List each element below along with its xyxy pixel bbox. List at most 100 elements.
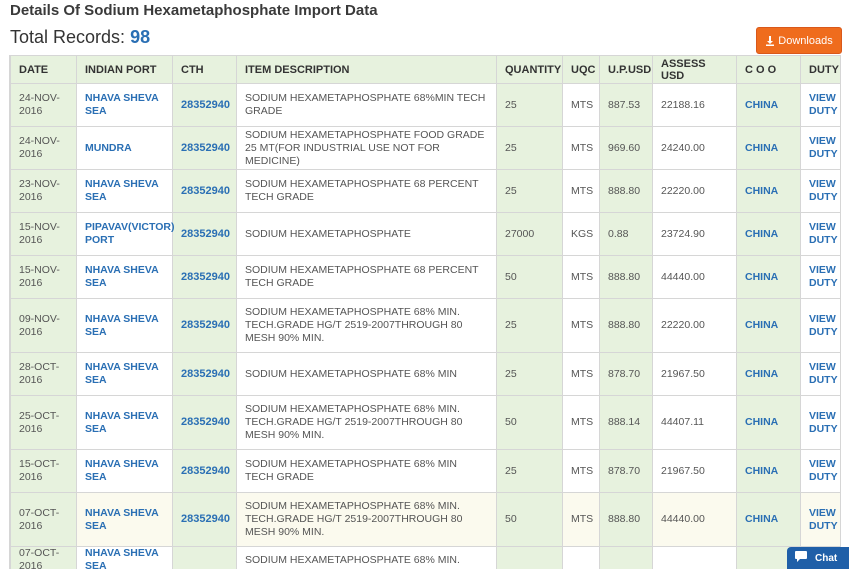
port-link[interactable]: NHAVA SHEVA SEA xyxy=(76,395,173,450)
port-link[interactable]: NHAVA SHEVA SEA xyxy=(76,298,173,353)
table-row: 24-NOV-2016 MUNDRA 28352940 SODIUM HEXAMETA… xyxy=(10,126,840,170)
cth-link[interactable]: 28352940 xyxy=(172,126,237,170)
unit-price-cell: 878.70 xyxy=(599,449,653,493)
column-header: C O O xyxy=(736,55,801,84)
unit-price-cell: 887.53 xyxy=(599,83,653,127)
import-data-table: DATE INDIAN PORT CTH ITEM DESCRIPTION QUANTI… xyxy=(10,55,840,569)
uqc-cell: MTS xyxy=(562,352,600,396)
view-duty-link[interactable]: VIEW DUTY xyxy=(800,492,840,547)
port-link[interactable]: NHAVA SHEVA SEA xyxy=(76,169,173,213)
table-row: 07-OCT-2016 NHAVA SHEVA SEA SODIUM HEXAMET… xyxy=(10,546,840,569)
assess-usd-cell: 21967.50 xyxy=(652,449,737,493)
port-link[interactable]: NHAVA SHEVA SEA xyxy=(76,352,173,396)
view-duty-link[interactable]: VIEW DUTY xyxy=(800,169,840,213)
column-header: ASSESS USD xyxy=(652,55,737,84)
item-description-cell: SODIUM HEXAMETAPHOSPHATE 68% MIN xyxy=(236,352,497,396)
port-link[interactable]: NHAVA SHEVA SEA xyxy=(76,449,173,493)
view-duty-link[interactable]: VIEW DUTY xyxy=(800,449,840,493)
coo-link[interactable]: CHINA xyxy=(736,298,801,353)
cth-link[interactable]: 28352940 xyxy=(172,395,237,450)
table-row: 28-OCT-2016 NHAVA SHEVA SEA 28352940 SODIUM… xyxy=(10,352,840,396)
uqc-cell xyxy=(562,546,600,569)
unit-price-cell: 878.70 xyxy=(599,352,653,396)
view-duty-link[interactable]: VIEW DUTY xyxy=(800,83,840,127)
port-link[interactable]: NHAVA SHEVA SEA xyxy=(76,255,173,299)
port-link[interactable]: NHAVA SHEVA SEA xyxy=(76,546,173,569)
cth-link[interactable]: 28352940 xyxy=(172,83,237,127)
chat-bubble-icon xyxy=(795,551,807,565)
date-cell: 28-OCT-2016 xyxy=(10,352,77,396)
view-duty-link[interactable]: VIEW DUTY xyxy=(800,126,840,170)
coo-link[interactable]: CHINA xyxy=(736,83,801,127)
table-body: 24-NOV-2016 NHAVA SHEVA SEA 28352940 SODIUM… xyxy=(10,83,840,569)
port-link[interactable]: PIPAVAV(VICTOR) PORT xyxy=(76,212,174,256)
date-cell: 09-NOV-2016 xyxy=(10,298,77,353)
uqc-cell: MTS xyxy=(562,298,600,353)
coo-link[interactable]: CHINA xyxy=(736,126,801,170)
column-header: U.P.USD xyxy=(599,55,653,84)
table-row: 07-OCT-2016 NHAVA SHEVA SEA 28352940 SODIUM… xyxy=(10,492,840,547)
cth-link[interactable] xyxy=(172,546,237,569)
date-cell: 15-OCT-2016 xyxy=(10,449,77,493)
unit-price-cell: 888.80 xyxy=(599,492,653,547)
view-duty-link[interactable]: VIEW DUTY xyxy=(800,395,840,450)
port-link[interactable]: NHAVA SHEVA SEA xyxy=(76,492,173,547)
item-description-cell: SODIUM HEXAMETAPHOSPHATE 68 PERCENT TECH… xyxy=(236,169,497,213)
unit-price-cell: 888.14 xyxy=(599,395,653,450)
item-description-cell: SODIUM HEXAMETAPHOSPHATE 68 PERCENT TECH… xyxy=(236,255,497,299)
coo-link[interactable]: CHINA xyxy=(736,255,801,299)
records-label: Total Records: xyxy=(10,27,126,47)
unit-price-cell: 888.80 xyxy=(599,298,653,353)
column-header: INDIAN PORT xyxy=(76,55,173,84)
coo-link[interactable]: CHINA xyxy=(736,492,801,547)
item-description-cell: SODIUM HEXAMETAPHOSPHATE 68% MIN. TECH.G… xyxy=(236,298,497,353)
chat-label: Chat xyxy=(815,552,838,564)
cth-link[interactable]: 28352940 xyxy=(172,298,237,353)
cth-link[interactable]: 28352940 xyxy=(172,449,237,493)
view-duty-link[interactable]: VIEW DUTY xyxy=(800,255,840,299)
chat-button[interactable]: Chat xyxy=(787,547,849,569)
quantity-cell: 25 xyxy=(496,169,563,213)
cth-link[interactable]: 28352940 xyxy=(172,352,237,396)
assess-usd-cell: 44440.00 xyxy=(652,255,737,299)
table-row: 09-NOV-2016 NHAVA SHEVA SEA 28352940 SODIUM… xyxy=(10,298,840,353)
quantity-cell: 25 xyxy=(496,298,563,353)
quantity-cell: 50 xyxy=(496,255,563,299)
view-duty-link[interactable]: VIEW DUTY xyxy=(800,352,840,396)
uqc-cell: KGS xyxy=(562,212,600,256)
cth-link[interactable]: 28352940 xyxy=(172,212,237,256)
item-description-cell: SODIUM HEXAMETAPHOSPHATE 68% MIN. TECH.G… xyxy=(236,492,497,547)
coo-link[interactable]: CHINA xyxy=(736,395,801,450)
assess-usd-cell: 24240.00 xyxy=(652,126,737,170)
date-cell: 15-NOV-2016 xyxy=(10,255,77,299)
coo-link[interactable]: CHINA xyxy=(736,169,801,213)
cth-link[interactable]: 28352940 xyxy=(172,492,237,547)
column-header: CTH xyxy=(172,55,237,84)
uqc-cell: MTS xyxy=(562,255,600,299)
coo-link[interactable]: CHINA xyxy=(736,212,801,256)
column-header: DUTY xyxy=(800,55,840,84)
view-duty-link[interactable]: VIEW DUTY xyxy=(800,212,840,256)
unit-price-cell: 0.88 xyxy=(599,212,653,256)
item-description-cell: SODIUM HEXAMETAPHOSPHATE 68% MIN. TECH.G… xyxy=(236,395,497,450)
date-cell: 23-NOV-2016 xyxy=(10,169,77,213)
port-link[interactable]: MUNDRA xyxy=(76,126,173,170)
uqc-cell: MTS xyxy=(562,449,600,493)
assess-usd-cell: 44407.11 xyxy=(652,395,737,450)
coo-link[interactable]: CHINA xyxy=(736,449,801,493)
uqc-cell: MTS xyxy=(562,395,600,450)
view-duty-link[interactable]: VIEW DUTY xyxy=(800,298,840,353)
import-data-table-container: DATE INDIAN PORT CTH ITEM DESCRIPTION QUANTI… xyxy=(9,55,841,569)
coo-link[interactable]: CHINA xyxy=(736,352,801,396)
coo-link[interactable] xyxy=(736,546,801,569)
quantity-cell: 50 xyxy=(496,492,563,547)
assess-usd-cell: 44440.00 xyxy=(652,492,737,547)
date-cell: 24-NOV-2016 xyxy=(10,83,77,127)
cth-link[interactable]: 28352940 xyxy=(172,255,237,299)
column-header: QUANTITY xyxy=(496,55,563,84)
uqc-cell: MTS xyxy=(562,126,600,170)
assess-usd-cell: 21967.50 xyxy=(652,352,737,396)
port-link[interactable]: NHAVA SHEVA SEA xyxy=(76,83,173,127)
downloads-button[interactable]: Downloads xyxy=(756,27,842,54)
cth-link[interactable]: 28352940 xyxy=(172,169,237,213)
